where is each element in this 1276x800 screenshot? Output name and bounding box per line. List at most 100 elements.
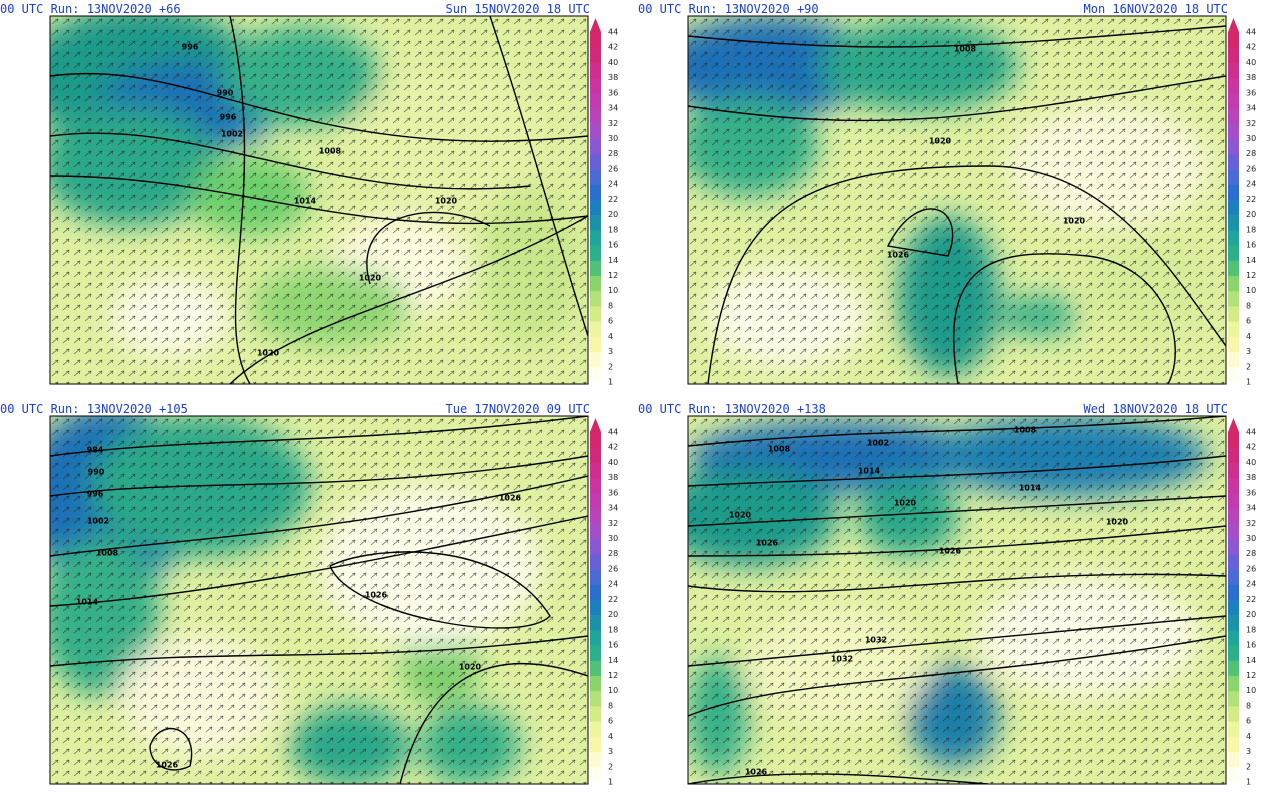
colorbar-segment [590, 92, 601, 109]
colorbar-segment [590, 336, 601, 353]
colorbar-segment [1228, 260, 1239, 276]
colorbar-segment [590, 599, 601, 616]
map-panel: 00 UTC Run: 13NOV2020 +90 Mon 16NOV2020 1… [638, 2, 1256, 387]
colorbar-label: 18 [608, 625, 618, 634]
colorbar-segment [1228, 645, 1239, 661]
isobar [50, 72, 588, 142]
colorbar-segment [1228, 92, 1239, 109]
isobar-label: 1002 [87, 517, 109, 526]
colorbar-segment [590, 462, 601, 479]
isobar [399, 663, 588, 784]
colorbar-segment [1228, 523, 1239, 540]
colorbar-segment [590, 629, 601, 646]
map-area: 996 990 996 1002 1008 1014 1020 1020 1020 [50, 16, 588, 384]
isobar [707, 165, 1226, 384]
colorbar-label: 32 [608, 519, 618, 528]
isobar [50, 475, 588, 557]
isobar [50, 175, 588, 225]
colorbar-segment [1228, 432, 1239, 448]
colorbar-label: 10 [1246, 286, 1256, 295]
colorbar-label: 28 [1246, 549, 1256, 558]
isobar [366, 211, 491, 285]
isobar-label: 1014 [294, 197, 317, 206]
colorbar-label: 12 [1246, 271, 1256, 280]
colorbar-label: 26 [1246, 564, 1256, 573]
colorbar-label: 22 [1246, 595, 1256, 604]
colorbar-label: 28 [608, 549, 618, 558]
map-panel: 00 UTC Run: 13NOV2020 +66 Sun 15NOV2020 1… [0, 2, 618, 387]
colorbar-arrow [590, 418, 601, 432]
colorbar-segment [1228, 199, 1239, 216]
colorbar-label: 20 [1246, 610, 1256, 619]
colorbar-segment [590, 553, 601, 570]
isobar-label: 996 [220, 113, 237, 122]
colorbar-segment [590, 447, 601, 463]
colorbar-label: 22 [608, 195, 618, 204]
colorbar-label: 12 [1246, 671, 1256, 680]
valid-label: Tue 17NOV2020 09 UTC [446, 402, 591, 416]
isobar-label: 1026 [499, 494, 522, 503]
colorbar-label: 6 [608, 317, 613, 326]
colorbar-label: 40 [608, 458, 618, 467]
isobar-label: 1020 [929, 137, 952, 146]
colorbar-label: 24 [1246, 180, 1256, 189]
colorbar-segment [1228, 366, 1239, 383]
colorbar-label: 16 [1246, 241, 1256, 250]
colorbar-label: 30 [608, 134, 618, 143]
colorbar-label: 6 [1246, 717, 1251, 726]
isobar-label: 1032 [865, 636, 887, 645]
isobar [50, 416, 588, 457]
colorbar-label: 24 [608, 180, 618, 189]
colorbar-segment [1228, 336, 1239, 353]
colorbar-segment [590, 290, 601, 307]
run-label: 00 UTC Run: 13NOV2020 +90 [638, 2, 819, 16]
colorbar-label: 10 [608, 286, 618, 295]
colorbar-segment [1228, 568, 1239, 585]
colorbar-segment [590, 184, 601, 200]
colorbar: 1234681012141618202224262830323436384042… [1228, 18, 1256, 387]
colorbar-segment [1228, 184, 1239, 200]
colorbar-label: 22 [608, 595, 618, 604]
colorbar-segment [590, 366, 601, 383]
colorbar-label: 36 [1246, 88, 1256, 97]
isobar [489, 16, 588, 337]
colorbar-label: 3 [1246, 347, 1251, 356]
isobar-label: 1026 [756, 539, 779, 548]
isobar-label: 1002 [221, 130, 243, 139]
colorbar-segment [1228, 214, 1239, 231]
map-frame [49, 15, 589, 385]
isobar-label: 1020 [359, 274, 382, 283]
wind-arrows [50, 416, 588, 784]
isobar-label: 1020 [257, 349, 280, 358]
colorbar-segment [590, 432, 601, 448]
colorbar-label: 4 [1246, 332, 1251, 341]
colorbar-segment [590, 47, 601, 63]
colorbar-segment [590, 690, 601, 707]
map-area: 1008 1002 1008 1014 1014 1020 1020 1020 1026 1026… [688, 416, 1226, 784]
colorbar-segment [1228, 766, 1239, 783]
colorbar-label: 34 [608, 104, 618, 113]
colorbar-label: 26 [608, 564, 618, 573]
run-label: 00 UTC Run: 13NOV2020 +105 [0, 402, 188, 416]
isobar-label: 990 [217, 89, 234, 98]
colorbar-segment [1228, 321, 1239, 337]
colorbar-segment [590, 492, 601, 509]
colorbar-segment [1228, 690, 1239, 707]
colorbar-label: 14 [608, 656, 618, 665]
isobar [50, 635, 588, 667]
run-label: 00 UTC Run: 13NOV2020 +138 [638, 402, 826, 416]
isobar-label: 1026 [745, 768, 768, 777]
isobar-label: 1008 [319, 147, 342, 156]
colorbar-segment [1228, 62, 1239, 79]
colorbar-label: 34 [608, 504, 618, 513]
isobar-label: 1008 [96, 549, 119, 558]
map-panel: 00 UTC Run: 13NOV2020 +138 Wed 18NOV2020 … [638, 402, 1256, 787]
colorbar-label: 2 [608, 762, 613, 771]
colorbar-segment [1228, 447, 1239, 463]
colorbar-segment [590, 321, 601, 337]
isobar-label: 1014 [858, 467, 881, 476]
isobar [688, 25, 1226, 48]
colorbar-label: 16 [608, 241, 618, 250]
colorbar-segment [1228, 229, 1239, 246]
colorbar-label: 44 [608, 28, 618, 37]
